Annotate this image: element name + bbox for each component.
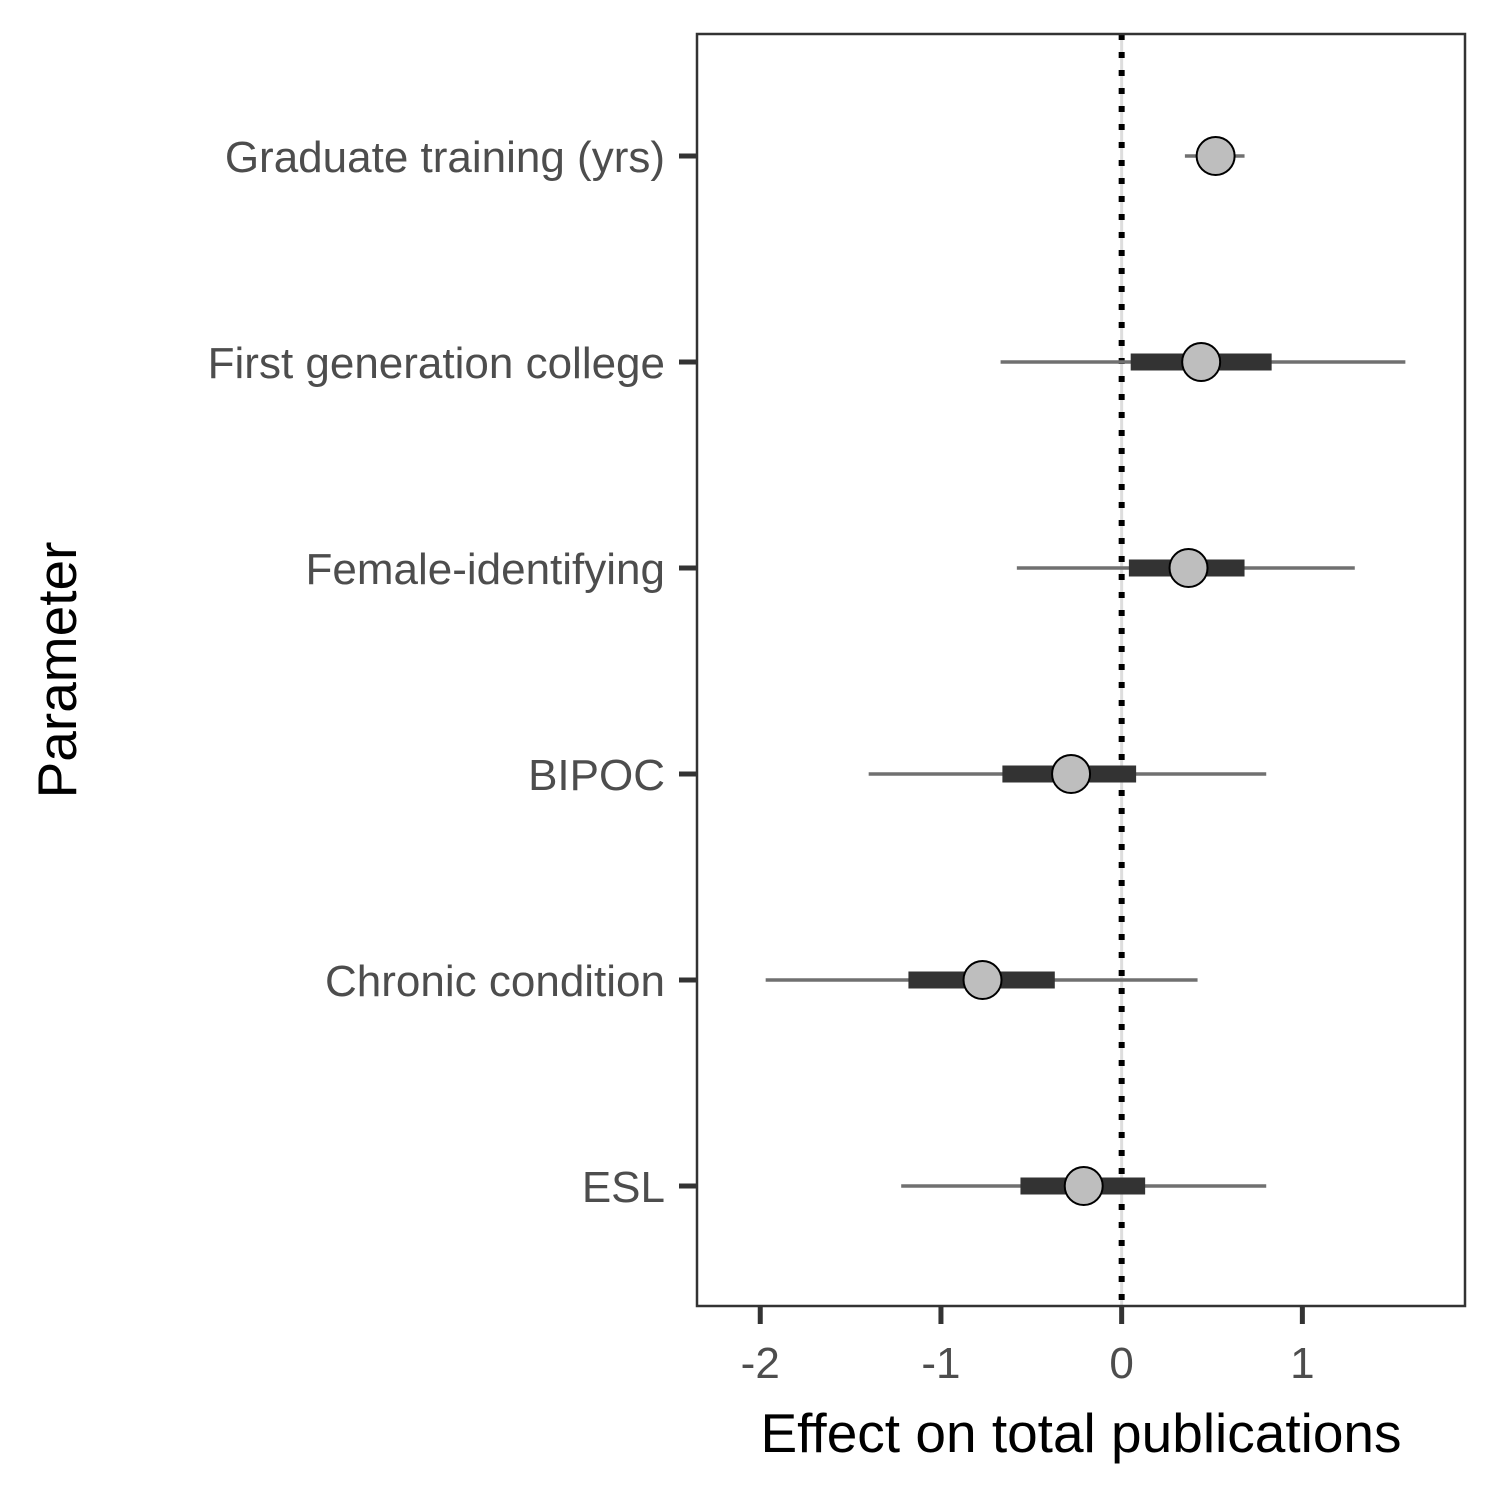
point-estimate xyxy=(962,960,1003,1000)
y-tick-label: First generation college xyxy=(208,339,665,388)
y-axis: Graduate training (yrs) First generation … xyxy=(208,133,697,1212)
x-tick-label: 1 xyxy=(1290,1339,1314,1388)
x-tick-label: -1 xyxy=(921,1339,960,1388)
x-axis: -2 -1 0 1 xyxy=(741,1306,1315,1388)
point-estimate xyxy=(1168,548,1209,588)
panel-border xyxy=(695,32,1467,1308)
x-tick-label: 0 xyxy=(1109,1339,1133,1388)
estimate-row xyxy=(901,1166,1267,1206)
estimate-row xyxy=(765,960,1198,1000)
y-tick-label: Chronic condition xyxy=(325,957,665,1006)
point-estimate xyxy=(1063,1166,1104,1206)
y-tick-label: BIPOC xyxy=(528,751,665,800)
plot-marks xyxy=(765,34,1406,1306)
estimate-row xyxy=(868,754,1267,794)
point-estimate xyxy=(1051,754,1092,794)
y-axis-title: Parameter xyxy=(26,542,88,799)
point-estimate xyxy=(1195,136,1236,176)
estimate-row xyxy=(1016,548,1355,588)
estimate-row xyxy=(1000,342,1406,382)
x-axis-title: Effect on total publications xyxy=(760,1402,1401,1464)
y-tick-label: Graduate training (yrs) xyxy=(225,133,665,182)
estimate-row xyxy=(1184,136,1245,176)
x-tick-label: -2 xyxy=(741,1339,780,1388)
y-tick-label: Female-identifying xyxy=(306,545,666,594)
point-estimate xyxy=(1181,342,1222,382)
y-tick-label: ESL xyxy=(582,1163,665,1212)
